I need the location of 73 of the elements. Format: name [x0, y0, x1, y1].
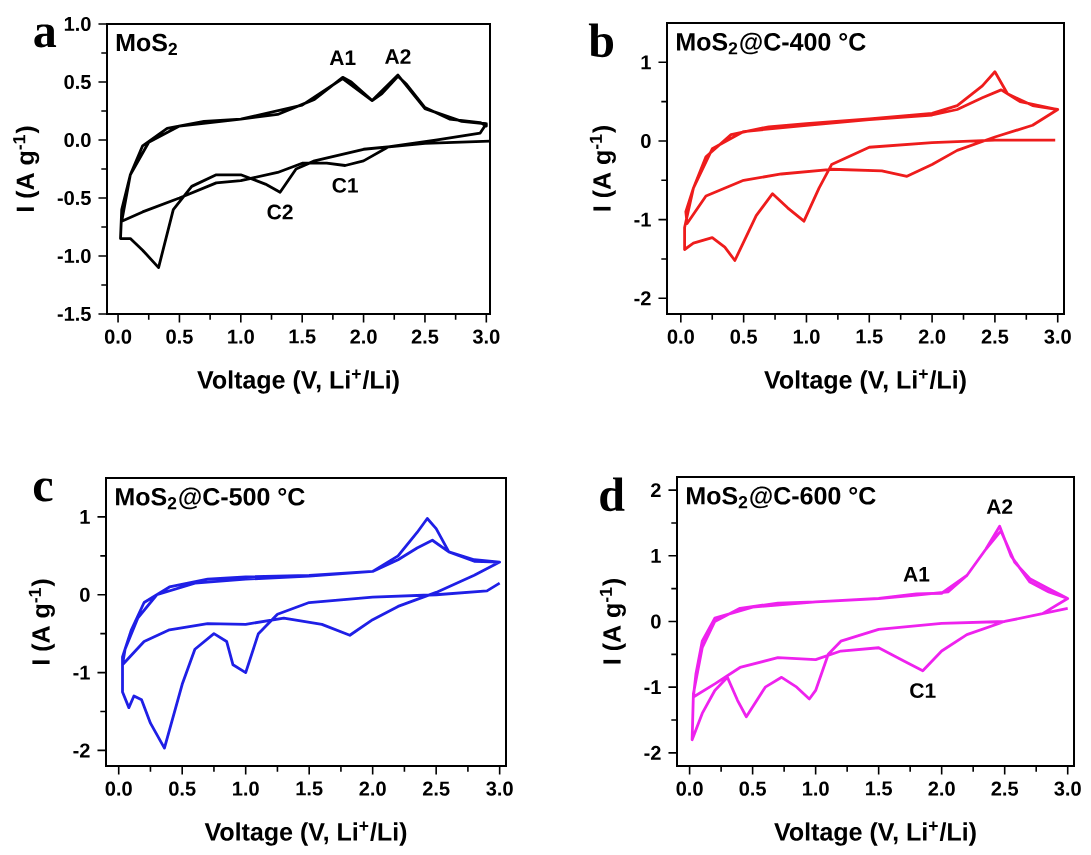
y-axis-title: I (A g$^{-1}$): [589, 126, 616, 211]
x-tick-label: 2.5: [422, 781, 450, 796]
y-tick-label: 0: [651, 614, 661, 629]
x-axis-title: Voltage (V, Li$^{+}$/Li): [764, 369, 966, 394]
x-tick-label: 2.5: [991, 781, 1019, 796]
annotation: C1: [910, 683, 936, 699]
x-tick-label: 3.0: [1044, 329, 1071, 344]
x-tick-label: 1.5: [289, 329, 316, 344]
x-tick-label: 0.5: [730, 329, 757, 344]
chart-title: MoS$_{2}$@C-600 °C: [687, 486, 876, 509]
annotation: A1: [903, 567, 930, 582]
x-axis-title: Voltage (V, Li$^{+}$/Li): [204, 821, 407, 846]
y-axis-title: I (A g$^{-1}$): [599, 579, 626, 664]
y-tick-label: 1: [80, 510, 90, 524]
annotation: A2: [385, 49, 411, 64]
x-tick-label: 1.5: [866, 781, 893, 796]
x-tick-label: 0.0: [105, 781, 132, 796]
y-tick-label: 1.0: [64, 16, 91, 32]
y-tick-label: -2: [634, 291, 651, 306]
x-tick-label: 0.0: [667, 329, 694, 344]
chart-title: MoS$_{2}$: [116, 33, 177, 56]
x-tick-label: 1.0: [802, 781, 829, 796]
y-tick-label: -2: [73, 743, 90, 758]
y-tick-label: -0.5: [57, 190, 91, 206]
x-tick-label: 2.0: [918, 329, 946, 344]
x-tick-label: 1.0: [233, 781, 259, 796]
chart-title: MoS$_{2}$@C-500 °C: [116, 487, 305, 510]
x-tick-label: 3.0: [1054, 781, 1081, 796]
y-tick-label: 0.0: [64, 132, 91, 148]
x-tick-label: 2.0: [350, 329, 377, 344]
text: a: [34, 24, 57, 48]
annotation: C2: [267, 204, 293, 220]
x-tick-label: 2.0: [359, 781, 386, 796]
x-tick-label: 1.5: [296, 781, 323, 796]
x-tick-label: 0.5: [739, 781, 766, 796]
x-tick-label: 0.0: [676, 781, 703, 796]
x-tick-label: 3.0: [472, 329, 500, 344]
x-tick-label: 1.5: [856, 329, 883, 344]
x-axis-title: Voltage (V, Li$^{+}$/Li): [774, 821, 976, 846]
x-tick-label: 3.0: [486, 781, 513, 796]
y-axis-title: I (A g$^{-1}$): [28, 579, 55, 665]
annotation: C1: [332, 177, 358, 193]
y-tick-label: 1: [651, 548, 661, 563]
y-tick-label: -1: [644, 680, 661, 695]
line-series: [121, 517, 502, 750]
y-tick-label: 0: [641, 133, 651, 149]
annotation: A1: [329, 50, 356, 65]
x-tick-label: 0.5: [166, 329, 193, 344]
x-tick-label: 1.0: [793, 329, 820, 344]
x-tick-label: 0.5: [169, 781, 196, 796]
x-axis-title: Voltage (V, Li$^{+}$/Li): [197, 369, 399, 394]
y-tick-label: 0: [80, 587, 90, 602]
y-tick-label: 1: [641, 55, 651, 70]
x-tick-label: 2.5: [411, 329, 439, 344]
y-tick-label: -1: [634, 212, 651, 227]
text: d: [600, 477, 625, 512]
x-tick-label: 1.0: [228, 329, 254, 344]
y-tick-label: -1.0: [57, 248, 91, 264]
x-tick-label: 2.5: [981, 329, 1009, 344]
y-tick-label: -2: [644, 745, 661, 760]
text: b: [588, 23, 614, 58]
y-tick-label: 2: [650, 483, 661, 498]
line-series: [690, 524, 1070, 742]
annotation: A2: [986, 499, 1013, 514]
y-tick-label: -1.5: [57, 306, 91, 321]
y-axis-title: I (A g$^{-1}$): [13, 126, 40, 212]
x-tick-label: 0.0: [104, 329, 132, 344]
text: c: [33, 478, 53, 502]
y-tick-label: -1: [73, 665, 90, 680]
x-tick-label: 2.0: [928, 781, 955, 796]
chart-title: MoS$_{2}$@C-400 °C: [677, 32, 866, 55]
y-tick-label: 0.5: [64, 74, 91, 90]
line-series: [683, 70, 1060, 262]
